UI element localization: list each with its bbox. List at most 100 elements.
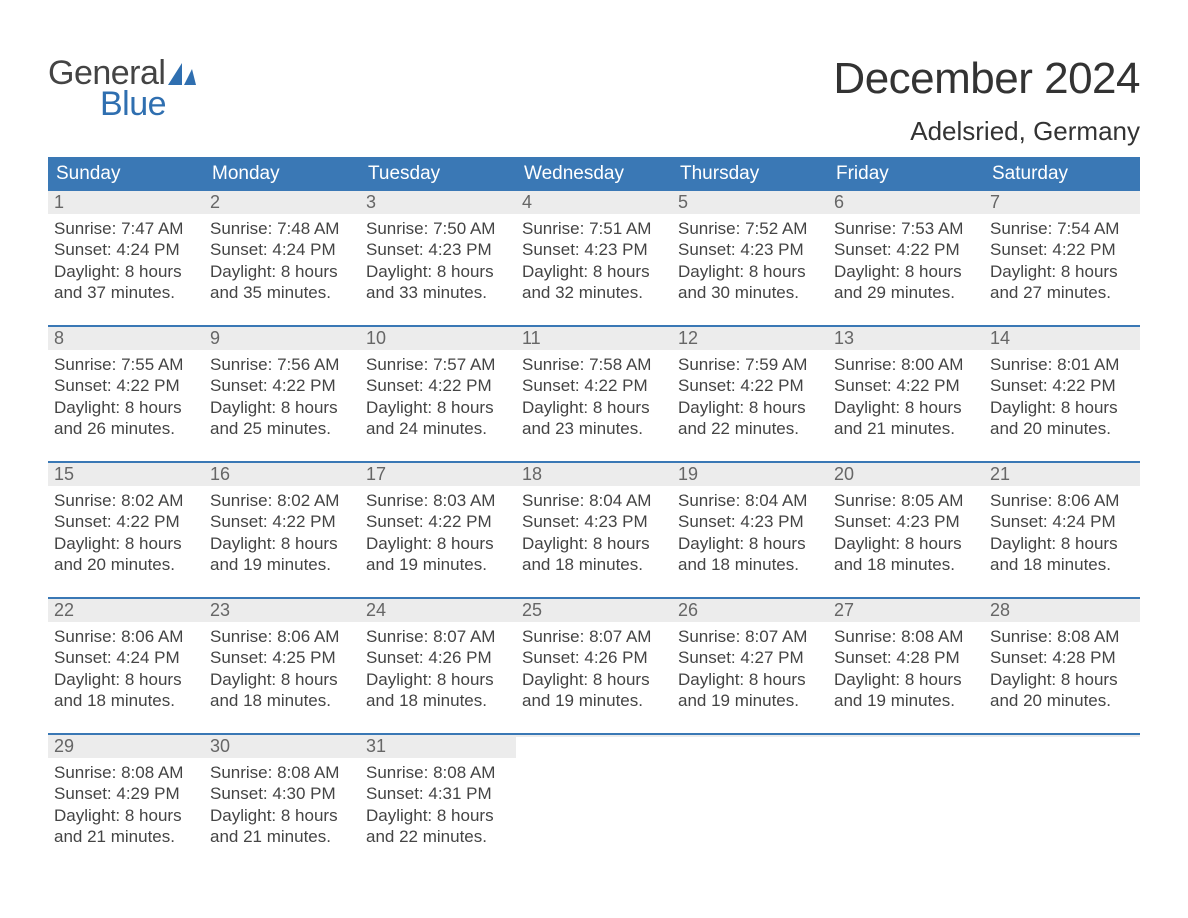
daylight-text: and 23 minutes. xyxy=(522,418,666,439)
daylight-text: Daylight: 8 hours xyxy=(54,261,198,282)
day-number: 7 xyxy=(990,192,1000,212)
day-number-row: 25 xyxy=(516,599,672,622)
day-number-row: 31 xyxy=(360,735,516,758)
daylight-text: Daylight: 8 hours xyxy=(366,261,510,282)
day-number-row: 15 xyxy=(48,463,204,486)
day-number-row: 4 xyxy=(516,191,672,214)
day-cell: 20Sunrise: 8:05 AMSunset: 4:23 PMDayligh… xyxy=(828,463,984,583)
day-number: 31 xyxy=(366,736,386,756)
day-cell: 1Sunrise: 7:47 AMSunset: 4:24 PMDaylight… xyxy=(48,191,204,311)
day-number-row: 16 xyxy=(204,463,360,486)
sunset-text: Sunset: 4:22 PM xyxy=(366,511,510,532)
sunrise-text: Sunrise: 7:57 AM xyxy=(366,354,510,375)
daylight-text: and 19 minutes. xyxy=(366,554,510,575)
day-cell: 5Sunrise: 7:52 AMSunset: 4:23 PMDaylight… xyxy=(672,191,828,311)
day-number-row: 8 xyxy=(48,327,204,350)
daylight-text: Daylight: 8 hours xyxy=(210,261,354,282)
daylight-text: Daylight: 8 hours xyxy=(522,397,666,418)
daylight-text: and 22 minutes. xyxy=(366,826,510,847)
daylight-text: Daylight: 8 hours xyxy=(366,533,510,554)
sunset-text: Sunset: 4:28 PM xyxy=(990,647,1134,668)
day-cell: 29Sunrise: 8:08 AMSunset: 4:29 PMDayligh… xyxy=(48,735,204,855)
sunset-text: Sunset: 4:28 PM xyxy=(834,647,978,668)
daylight-text: and 18 minutes. xyxy=(990,554,1134,575)
day-number-row: 9 xyxy=(204,327,360,350)
sunset-text: Sunset: 4:26 PM xyxy=(366,647,510,668)
dow-saturday: Saturday xyxy=(984,157,1140,191)
day-cell: 21Sunrise: 8:06 AMSunset: 4:24 PMDayligh… xyxy=(984,463,1140,583)
sunrise-text: Sunrise: 8:04 AM xyxy=(678,490,822,511)
day-cell: 26Sunrise: 8:07 AMSunset: 4:27 PMDayligh… xyxy=(672,599,828,719)
day-cell: 17 Sunrise: 8:03 AMSunset: 4:22 PMDayligh… xyxy=(360,463,516,583)
sunset-text: Sunset: 4:26 PM xyxy=(522,647,666,668)
day-number-row xyxy=(516,735,672,737)
day-number: 4 xyxy=(522,192,532,212)
day-number: 29 xyxy=(54,736,74,756)
day-number: 20 xyxy=(834,464,854,484)
daylight-text: Daylight: 8 hours xyxy=(54,397,198,418)
day-number-row: 18 xyxy=(516,463,672,486)
daylight-text: Daylight: 8 hours xyxy=(834,397,978,418)
sunset-text: Sunset: 4:31 PM xyxy=(366,783,510,804)
day-number: 30 xyxy=(210,736,230,756)
day-number-row xyxy=(828,735,984,737)
daylight-text: and 35 minutes. xyxy=(210,282,354,303)
daylight-text: and 25 minutes. xyxy=(210,418,354,439)
sunset-text: Sunset: 4:24 PM xyxy=(210,239,354,260)
sunset-text: Sunset: 4:23 PM xyxy=(678,239,822,260)
sunset-text: Sunset: 4:27 PM xyxy=(678,647,822,668)
page: General Blue December 2024 Adelsried, Ge… xyxy=(0,0,1188,895)
day-number-row: 27 xyxy=(828,599,984,622)
day-number: 8 xyxy=(54,328,64,348)
sunset-text: Sunset: 4:22 PM xyxy=(834,239,978,260)
sunset-text: Sunset: 4:23 PM xyxy=(366,239,510,260)
sunrise-text: Sunrise: 7:56 AM xyxy=(210,354,354,375)
day-cell: 28Sunrise: 8:08 AMSunset: 4:28 PMDayligh… xyxy=(984,599,1140,719)
daylight-text: Daylight: 8 hours xyxy=(990,397,1134,418)
day-cell: 2Sunrise: 7:48 AMSunset: 4:24 PMDaylight… xyxy=(204,191,360,311)
day-number-row xyxy=(984,735,1140,737)
daylight-text: and 18 minutes. xyxy=(678,554,822,575)
day-cell xyxy=(672,735,828,855)
sunrise-text: Sunrise: 8:04 AM xyxy=(522,490,666,511)
day-number: 19 xyxy=(678,464,698,484)
logo: General Blue xyxy=(48,54,196,124)
sunrise-text: Sunrise: 7:51 AM xyxy=(522,218,666,239)
sunrise-text: Sunrise: 7:53 AM xyxy=(834,218,978,239)
daylight-text: Daylight: 8 hours xyxy=(522,533,666,554)
daylight-text: and 20 minutes. xyxy=(990,690,1134,711)
day-cell: 3Sunrise: 7:50 AMSunset: 4:23 PMDaylight… xyxy=(360,191,516,311)
daylight-text: and 29 minutes. xyxy=(834,282,978,303)
sunrise-text: Sunrise: 8:05 AM xyxy=(834,490,978,511)
day-number-row: 13 xyxy=(828,327,984,350)
sunrise-text: Sunrise: 7:47 AM xyxy=(54,218,198,239)
daylight-text: and 21 minutes. xyxy=(834,418,978,439)
sunset-text: Sunset: 4:30 PM xyxy=(210,783,354,804)
daylight-text: Daylight: 8 hours xyxy=(54,669,198,690)
day-number-row: 24 xyxy=(360,599,516,622)
month-title: December 2024 xyxy=(833,54,1140,104)
day-number-row: 26 xyxy=(672,599,828,622)
sunset-text: Sunset: 4:22 PM xyxy=(522,375,666,396)
sunset-text: Sunset: 4:22 PM xyxy=(834,375,978,396)
day-number-row: 6 xyxy=(828,191,984,214)
sunrise-text: Sunrise: 8:03 AM xyxy=(366,490,510,511)
day-number: 27 xyxy=(834,600,854,620)
week-row: 1Sunrise: 7:47 AMSunset: 4:24 PMDaylight… xyxy=(48,191,1140,311)
day-number-row: 29 xyxy=(48,735,204,758)
day-number: 17 xyxy=(366,464,386,484)
daylight-text: Daylight: 8 hours xyxy=(210,805,354,826)
day-cell: 12Sunrise: 7:59 AMSunset: 4:22 PMDayligh… xyxy=(672,327,828,447)
day-number-row: 12 xyxy=(672,327,828,350)
day-number-row: 21 xyxy=(984,463,1140,486)
daylight-text: Daylight: 8 hours xyxy=(834,669,978,690)
sunrise-text: Sunrise: 8:08 AM xyxy=(210,762,354,783)
week-row: 15Sunrise: 8:02 AMSunset: 4:22 PMDayligh… xyxy=(48,461,1140,583)
sunset-text: Sunset: 4:24 PM xyxy=(54,239,198,260)
sunrise-text: Sunrise: 7:52 AM xyxy=(678,218,822,239)
day-cell: 30 Sunrise: 8:08 AMSunset: 4:30 PMDayligh… xyxy=(204,735,360,855)
daylight-text: and 20 minutes. xyxy=(990,418,1134,439)
sunset-text: Sunset: 4:22 PM xyxy=(678,375,822,396)
day-cell: 16Sunrise: 8:02 AMSunset: 4:22 PMDayligh… xyxy=(204,463,360,583)
sunrise-text: Sunrise: 8:07 AM xyxy=(678,626,822,647)
